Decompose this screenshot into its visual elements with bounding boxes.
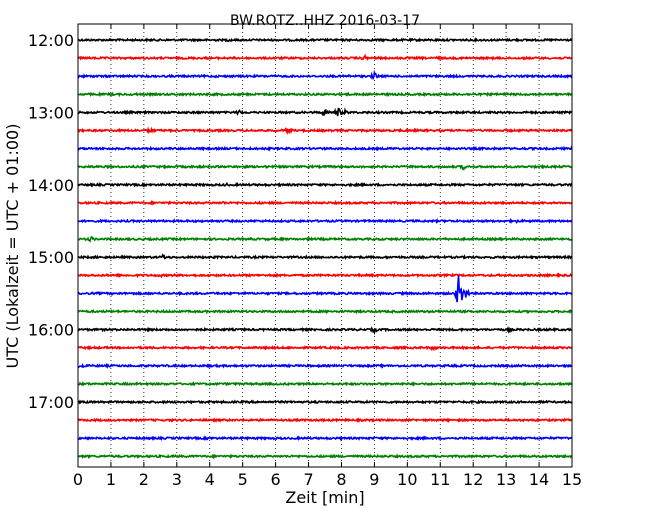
x-tick-label: 1	[106, 470, 116, 489]
trace-line	[77, 344, 573, 352]
y-tick-label: 15:00	[28, 248, 74, 267]
x-tick-label: 2	[139, 470, 149, 489]
x-tick-label: 8	[336, 470, 346, 489]
x-axis: 0 1 2 3 4 5 6 7 8 9 10 11 12 13 14 15	[73, 24, 582, 489]
y-axis-label: UTC (Lokalzeit = UTC + 01:00)	[3, 124, 22, 369]
trace-line	[77, 107, 573, 117]
x-axis-label: Zeit [min]	[285, 488, 364, 507]
trace-line	[77, 236, 573, 243]
x-tick-label: 10	[397, 470, 417, 489]
trace-line	[77, 36, 573, 43]
trace-line	[77, 199, 573, 206]
trace-line	[77, 325, 573, 336]
x-tick-label: 11	[430, 470, 450, 489]
x-tick-label: 0	[73, 470, 83, 489]
x-tick-label: 9	[369, 470, 379, 489]
x-tick-label: 7	[303, 470, 313, 489]
trace-line	[77, 69, 573, 81]
y-axis: 12:00 13:00 14:00 15:00 16:00 17:00	[28, 31, 572, 412]
x-tick-label: 5	[238, 470, 248, 489]
trace-line	[77, 308, 573, 315]
trace-line	[77, 381, 573, 387]
trace-line	[77, 435, 573, 442]
y-tick-label: 12:00	[28, 31, 74, 50]
plot-frame	[77, 23, 573, 468]
x-tick-label: 4	[205, 470, 215, 489]
trace-line	[77, 145, 573, 152]
x-tick-label: 13	[496, 470, 516, 489]
x-tick-label: 6	[271, 470, 281, 489]
y-tick-label: 13:00	[28, 103, 74, 122]
trace-line	[77, 163, 573, 171]
trace-line	[77, 275, 573, 303]
y-tick-label: 16:00	[28, 321, 74, 340]
seismic-traces	[77, 36, 573, 460]
trace-line	[77, 126, 573, 136]
trace-line	[77, 399, 573, 405]
trace-line	[77, 362, 573, 369]
trace-line	[77, 91, 573, 98]
y-tick-label: 14:00	[28, 176, 74, 195]
chart-title: BW.ROTZ..HHZ 2016-03-17	[230, 13, 420, 29]
trace-line	[77, 217, 573, 225]
trace-line	[77, 272, 573, 279]
x-tick-label: 14	[529, 470, 549, 489]
trace-line	[77, 181, 573, 188]
trace-line	[77, 253, 573, 260]
x-tick-label: 15	[562, 470, 582, 489]
trace-line	[77, 453, 573, 460]
y-tick-label: 17:00	[28, 393, 74, 412]
trace-line	[77, 53, 573, 62]
x-tick-label: 3	[172, 470, 182, 489]
trace-line	[77, 417, 573, 424]
x-tick-label: 12	[463, 470, 483, 489]
